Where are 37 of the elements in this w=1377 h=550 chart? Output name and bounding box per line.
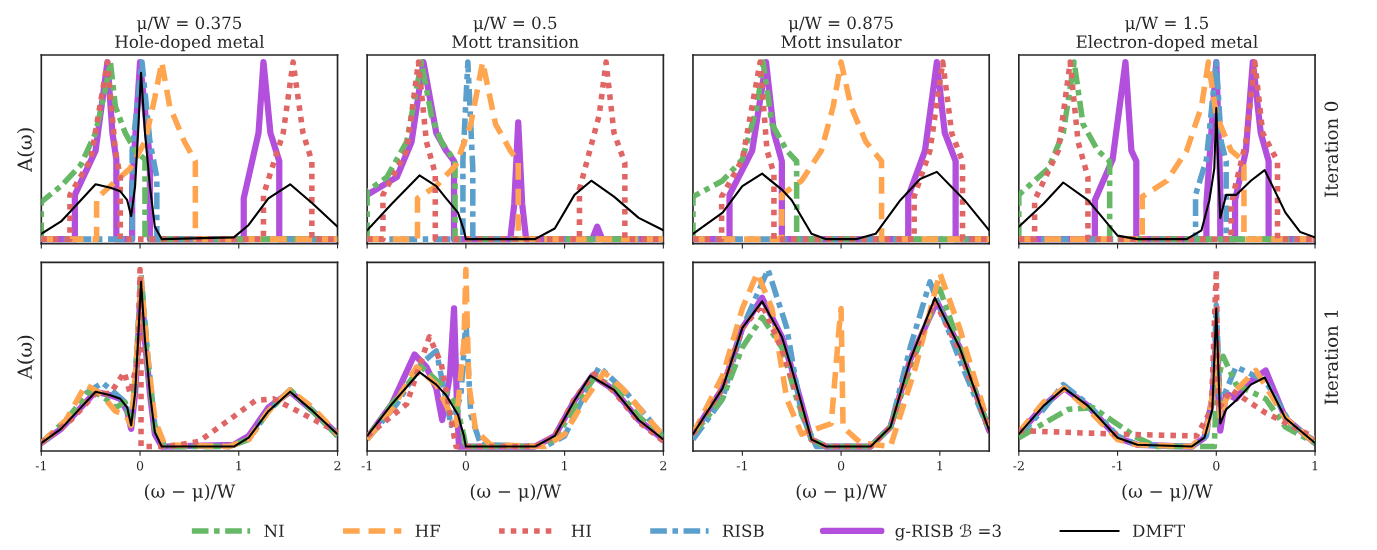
- x-axis-title: (ω − μ)/W: [470, 483, 562, 502]
- x-tick-label: 2: [334, 460, 341, 471]
- x-tick-label: -1: [736, 460, 747, 471]
- x-tick-label: 1: [236, 460, 241, 471]
- x-axis-title: (ω − μ)/W: [796, 483, 887, 502]
- legend-label: g-RISB ℬ =3: [895, 523, 1001, 541]
- x-axis-title: (ω − μ)/W: [1122, 483, 1213, 502]
- x-tick-label: 1: [1312, 460, 1318, 471]
- x-tick-label: 1: [937, 460, 943, 471]
- y-axis-title: A(ω): [16, 335, 35, 380]
- legend-label: DMFT: [1132, 524, 1185, 537]
- chart-title: μ/W = 0.5: [473, 16, 557, 33]
- x-tick-label: 0: [837, 460, 845, 471]
- chart-subtitle: Mott insulator: [781, 35, 902, 48]
- legend-label: RISB: [722, 524, 764, 538]
- chart-subtitle: Hole-doped metal: [115, 35, 265, 52]
- chart-subtitle: Mott transition: [452, 35, 579, 48]
- x-tick-label: 0: [462, 460, 470, 471]
- y-axis-title: A(ω): [16, 128, 35, 172]
- x-tick-label: 0: [136, 460, 144, 471]
- x-tick-label: -1: [35, 460, 46, 471]
- x-tick-label: 2: [660, 460, 667, 471]
- x-axis-title: (ω − μ)/W: [144, 483, 236, 502]
- text: Iteration 0: [1324, 101, 1339, 197]
- text: Iteration 1: [1324, 310, 1339, 405]
- legend-label: NI: [264, 524, 284, 538]
- x-tick-label: 1: [562, 460, 567, 471]
- x-tick-label: -2: [1013, 460, 1024, 471]
- legend-label: HF: [415, 524, 441, 537]
- chart-title: μ/W = 0.875: [788, 16, 893, 33]
- x-tick-label: -1: [1112, 460, 1122, 471]
- chart-subtitle: Electron-doped metal: [1076, 35, 1258, 52]
- chart-title: μ/W = 0.375: [137, 16, 242, 33]
- x-tick-label: -1: [361, 460, 372, 471]
- x-tick-label: 0: [1213, 460, 1220, 471]
- chart-title: μ/W = 1.5: [1125, 16, 1208, 33]
- legend-label: HI: [571, 524, 591, 537]
